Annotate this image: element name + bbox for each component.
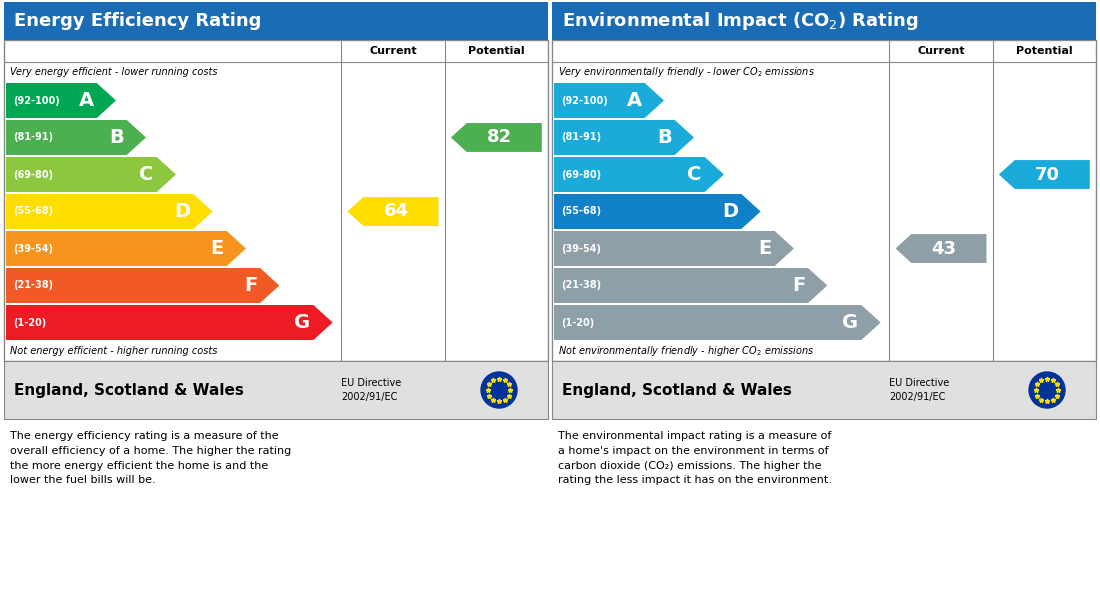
Text: (21-38): (21-38) (561, 280, 601, 291)
Text: D: D (174, 202, 190, 221)
Polygon shape (451, 123, 542, 152)
Text: (69-80): (69-80) (13, 169, 53, 179)
Text: (21-38): (21-38) (13, 280, 53, 291)
Text: D: D (723, 202, 738, 221)
Text: (92-100): (92-100) (561, 95, 607, 105)
Text: B: B (657, 128, 672, 147)
Text: 43: 43 (932, 240, 957, 257)
Text: Energy Efficiency Rating: Energy Efficiency Rating (14, 12, 262, 30)
Text: E: E (210, 239, 223, 258)
Bar (4, 361, 548, 419)
Text: Very environmentally friendly - lower CO$_2$ emissions: Very environmentally friendly - lower CO… (558, 65, 815, 79)
Polygon shape (554, 157, 724, 192)
Text: Very energy efficient - lower running costs: Very energy efficient - lower running co… (10, 67, 218, 77)
Polygon shape (999, 160, 1090, 189)
Text: C: C (140, 165, 154, 184)
Polygon shape (6, 231, 246, 266)
Text: (1-20): (1-20) (561, 317, 594, 328)
Text: G: G (843, 313, 858, 332)
Text: A: A (78, 91, 94, 110)
Bar (4, 40, 548, 361)
Text: Environmental Impact (CO$_2$) Rating: Environmental Impact (CO$_2$) Rating (562, 10, 918, 32)
Text: (39-54): (39-54) (13, 243, 53, 254)
Text: The energy efficiency rating is a measure of the
overall efficiency of a home. T: The energy efficiency rating is a measur… (10, 431, 292, 485)
Text: B: B (109, 128, 123, 147)
Text: Not energy efficient - higher running costs: Not energy efficient - higher running co… (10, 346, 218, 356)
Text: (1-20): (1-20) (13, 317, 46, 328)
Text: 82: 82 (487, 129, 513, 147)
Polygon shape (554, 120, 694, 155)
Text: F: F (244, 276, 257, 295)
Polygon shape (554, 83, 664, 118)
Polygon shape (554, 305, 881, 340)
Circle shape (1028, 372, 1065, 408)
Text: (39-54): (39-54) (561, 243, 601, 254)
Polygon shape (554, 194, 760, 229)
Text: The environmental impact rating is a measure of
a home's impact on the environme: The environmental impact rating is a mea… (558, 431, 832, 485)
Polygon shape (6, 194, 212, 229)
Text: Not environmentally friendly - higher CO$_2$ emissions: Not environmentally friendly - higher CO… (558, 344, 814, 358)
Text: E: E (759, 239, 772, 258)
Bar (552, 40, 1096, 361)
Text: (81-91): (81-91) (561, 132, 601, 142)
Text: England, Scotland & Wales: England, Scotland & Wales (562, 383, 792, 397)
Polygon shape (554, 268, 827, 303)
Text: (81-91): (81-91) (13, 132, 53, 142)
Text: 64: 64 (384, 203, 408, 221)
Text: (69-80): (69-80) (561, 169, 601, 179)
Polygon shape (554, 231, 794, 266)
Polygon shape (6, 120, 146, 155)
Polygon shape (348, 197, 439, 226)
Polygon shape (6, 305, 332, 340)
Text: EU Directive
2002/91/EC: EU Directive 2002/91/EC (341, 378, 402, 402)
Text: Potential: Potential (468, 46, 525, 56)
Text: (55-68): (55-68) (13, 206, 53, 216)
Circle shape (481, 372, 517, 408)
Text: Current: Current (917, 46, 965, 56)
Polygon shape (6, 268, 279, 303)
Text: (55-68): (55-68) (561, 206, 601, 216)
Polygon shape (895, 234, 987, 263)
Polygon shape (6, 83, 115, 118)
Text: F: F (792, 276, 805, 295)
Bar (552, 2, 1096, 40)
Text: Potential: Potential (1016, 46, 1072, 56)
Text: A: A (627, 91, 641, 110)
Text: EU Directive
2002/91/EC: EU Directive 2002/91/EC (889, 378, 949, 402)
Text: (92-100): (92-100) (13, 95, 59, 105)
Text: G: G (294, 313, 310, 332)
Bar (552, 361, 1096, 419)
Text: Current: Current (370, 46, 417, 56)
Text: C: C (688, 165, 702, 184)
Text: 70: 70 (1035, 166, 1060, 184)
Text: England, Scotland & Wales: England, Scotland & Wales (14, 383, 244, 397)
Bar (4, 2, 548, 40)
Polygon shape (6, 157, 176, 192)
